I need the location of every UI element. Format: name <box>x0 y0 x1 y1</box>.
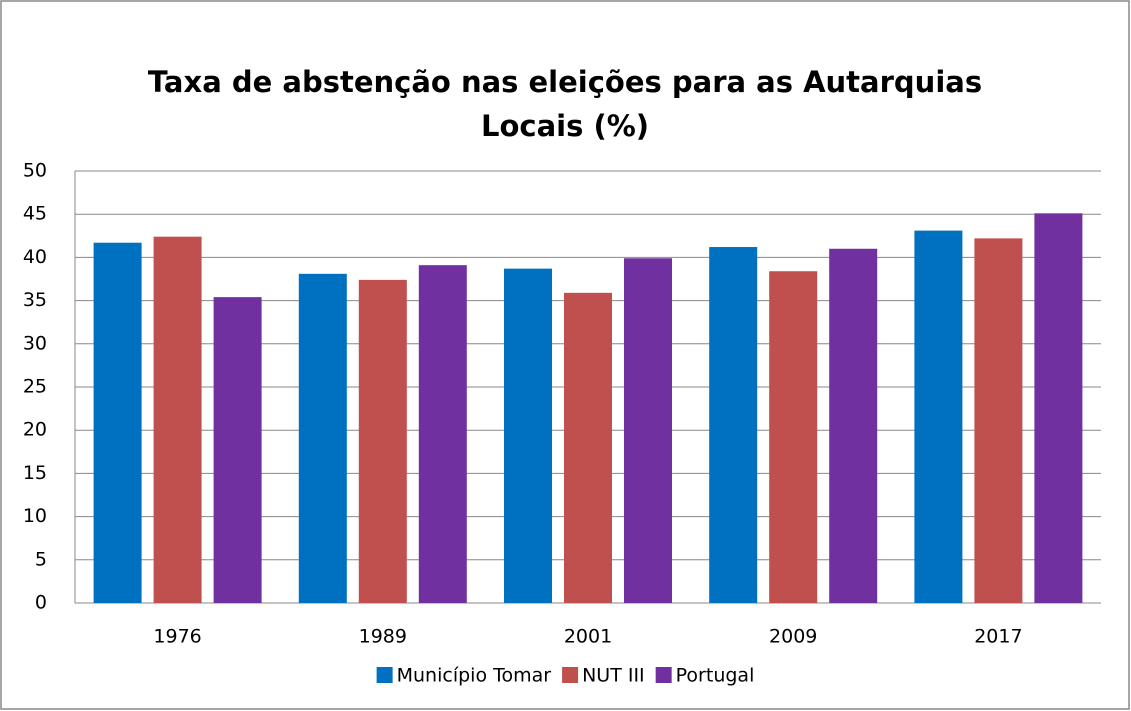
x-tick-label: 2017 <box>974 626 1022 648</box>
y-tick-label: 15 <box>23 462 47 484</box>
legend-label: NUT III <box>582 665 645 687</box>
legend-swatch <box>562 667 579 683</box>
legend-label: Município Tomar <box>397 665 552 687</box>
y-tick-label: 20 <box>23 419 47 441</box>
x-tick-label: 2009 <box>769 626 817 648</box>
legend-label: Portugal <box>676 665 755 687</box>
x-tick-label: 2001 <box>564 626 612 648</box>
y-tick-label: 30 <box>23 332 47 354</box>
y-tick-label: 50 <box>23 160 47 182</box>
bar <box>1034 213 1083 603</box>
y-tick-label: 0 <box>35 592 47 614</box>
bar <box>418 265 467 603</box>
x-tick-label: 1989 <box>359 626 407 648</box>
bar <box>769 271 818 603</box>
y-tick-label: 35 <box>23 289 47 311</box>
bar <box>153 236 202 603</box>
bar <box>358 279 407 603</box>
chart-title: Taxa de abstenção nas eleições para as A… <box>147 65 983 143</box>
y-tick-label: 25 <box>23 376 47 398</box>
legend-swatch <box>376 667 393 683</box>
y-tick-label: 45 <box>23 203 47 225</box>
bar <box>298 273 347 603</box>
bar <box>213 297 262 603</box>
bar <box>974 238 1023 603</box>
bar <box>829 248 878 603</box>
x-tick-label: 1976 <box>153 626 201 648</box>
legend-swatch <box>655 667 672 683</box>
bar <box>93 242 142 603</box>
y-tick-label: 40 <box>23 246 47 268</box>
bar <box>504 268 552 603</box>
bar <box>564 292 612 603</box>
bar <box>914 230 963 603</box>
bar <box>624 258 672 603</box>
y-tick-label: 10 <box>23 505 47 527</box>
y-tick-label: 5 <box>35 548 47 570</box>
bar <box>709 247 758 604</box>
